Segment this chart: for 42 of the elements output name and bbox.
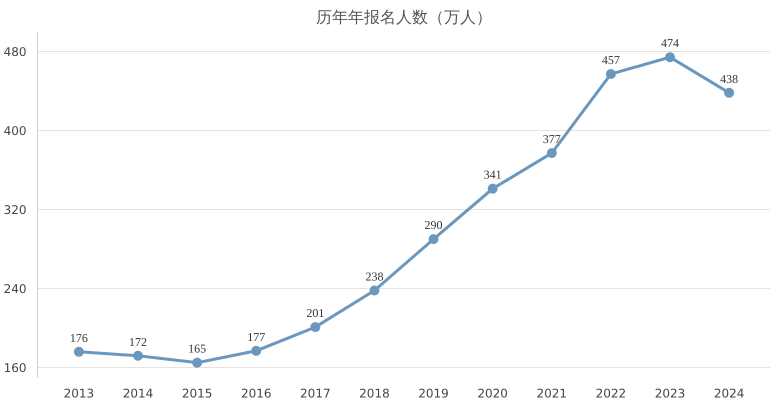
data-label: 201: [306, 306, 324, 320]
data-label: 290: [424, 218, 443, 232]
x-tick-label: 2015: [182, 386, 212, 400]
data-label: 165: [188, 342, 206, 356]
data-label: 457: [602, 53, 620, 68]
x-tick-label: 2018: [359, 386, 390, 400]
point: [488, 184, 498, 194]
point: [369, 286, 380, 296]
point: [428, 234, 439, 244]
data-label: 474: [661, 36, 680, 50]
data-label: 238: [365, 270, 384, 284]
x-tick-label: 2013: [64, 386, 94, 400]
data-label: 377: [542, 132, 561, 146]
point: [74, 346, 84, 357]
point: [251, 346, 262, 356]
data-label: 176: [70, 330, 88, 345]
x-tick-label: 2019: [418, 386, 449, 400]
y-tick-label: 240: [4, 282, 26, 296]
data-label: 177: [247, 330, 266, 344]
x-tick-label: 2021: [536, 386, 568, 400]
point: [546, 148, 557, 158]
point: [132, 350, 143, 361]
x-tick-label: 2024: [714, 386, 744, 400]
y-tick-label: 320: [4, 202, 26, 217]
y-tick-label: 400: [4, 124, 26, 138]
y-tick-label: 480: [4, 44, 26, 59]
x-tick-label: 2016: [240, 386, 272, 400]
chart-title: 历年年报名人数（万人）: [316, 8, 492, 26]
x-tick-label: 2017: [300, 386, 331, 400]
x-tick-label: 2020: [477, 386, 508, 400]
y-tick-label: 160: [4, 361, 26, 376]
point: [310, 322, 320, 332]
data-label: 172: [128, 334, 147, 349]
x-tick-label: 2022: [596, 386, 626, 400]
point: [192, 358, 202, 368]
x-tick-label: 2023: [654, 386, 686, 400]
data-label: 341: [484, 168, 502, 182]
point: [665, 52, 676, 62]
point: [724, 88, 734, 98]
data-label: 438: [720, 72, 738, 86]
point: [606, 69, 616, 79]
x-tick-label: 2014: [122, 386, 154, 400]
